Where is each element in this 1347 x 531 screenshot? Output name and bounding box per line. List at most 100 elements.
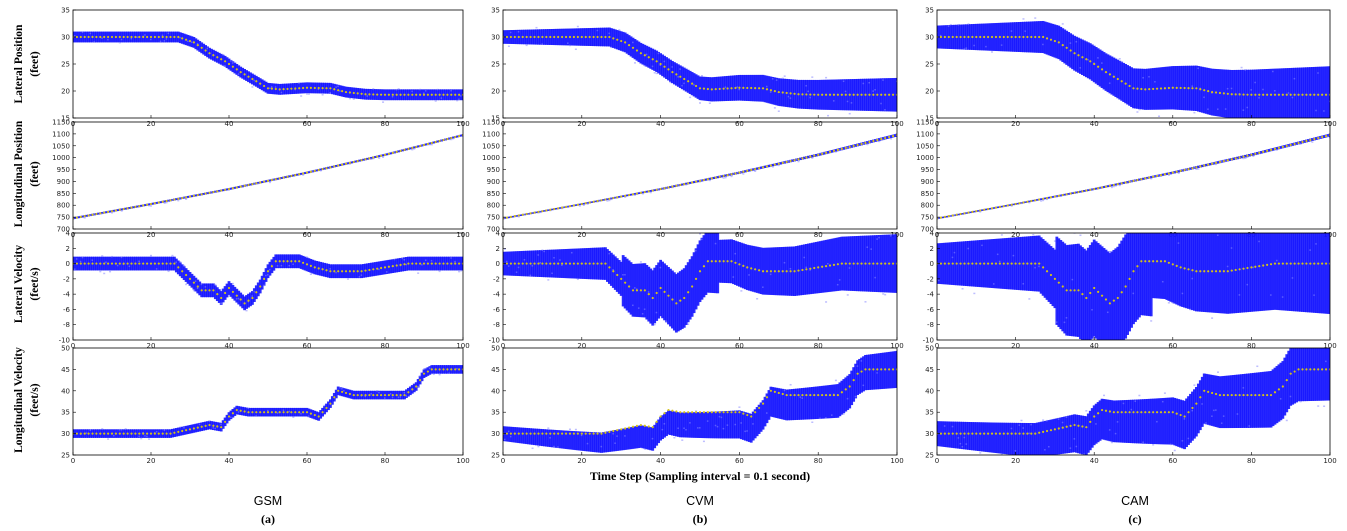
particle-outlier [450,138,453,141]
truth-point [302,411,305,414]
particle-outlier [179,426,182,429]
particle-outlier [403,392,406,394]
truth-point [1242,393,1245,397]
truth-point [75,432,78,435]
truth-point [227,187,231,191]
particle-band [806,243,810,295]
particle-band [507,30,511,44]
particle-band [611,430,615,452]
particle-outlier [559,259,562,261]
particle-band [327,82,330,94]
particle-band [451,256,455,271]
particle-band [1324,348,1328,401]
truth-point [1285,379,1288,382]
particle-band [1055,418,1059,455]
particle-band [1322,135,1326,138]
particle-outlier [827,114,830,117]
truth-point [592,35,595,39]
truth-point [828,264,832,267]
truth-point [998,205,1001,208]
truth-point [196,44,199,47]
particle-outlier [1010,427,1013,430]
truth-point [572,262,576,265]
particle-band [649,47,653,69]
truth-point [635,192,639,195]
particle-band [826,385,830,419]
truth-point [943,215,946,218]
particle-band [1318,233,1322,314]
truth-point [781,161,784,164]
y-tick-label: -10 [59,337,70,345]
truth-point [517,214,520,217]
truth-point [777,162,780,165]
particle-outlier [1329,100,1330,103]
particle-band [791,79,794,108]
particle-band [174,258,178,273]
particle-band [163,256,167,271]
truth-point [986,35,990,39]
truth-point [1042,35,1045,39]
truth-point [730,411,733,414]
particle-outlier [253,79,256,82]
particle-band [1228,233,1232,314]
truth-point [986,262,990,265]
y-tick-label: 45 [925,366,934,374]
particle-band [1153,233,1157,299]
particle-band [346,86,350,98]
truth-point [1293,93,1296,96]
particle-band [783,78,787,107]
truth-point [891,368,895,371]
particle-band [1145,398,1149,444]
particle-band [202,283,206,298]
particle-band [135,256,139,271]
x-tick-label: 40 [656,457,665,465]
particle-band [564,430,568,449]
particle-band [629,262,633,315]
truth-point [584,432,587,435]
truth-point [259,285,262,288]
particle-band [763,165,767,168]
particle-band [139,256,143,271]
y-tick-label: 15 [491,115,500,123]
particle-outlier [643,64,646,67]
particle-band [1277,68,1281,118]
particle-band [124,256,128,271]
particle-band [1145,68,1149,110]
particle-band [582,431,586,451]
particle-band [416,145,420,148]
particle-band [1043,240,1047,298]
truth-point [675,302,678,305]
particle-band [787,79,791,108]
y-tick-label: 20 [61,88,70,96]
particle-band [350,264,354,279]
x-tick-label: 0 [71,457,75,465]
particle-band [525,427,529,445]
truth-point [1191,406,1194,410]
particle-band [1118,243,1122,340]
truth-point [1120,80,1123,83]
truth-point [1104,185,1108,188]
truth-point [309,412,312,415]
truth-point [302,172,305,175]
particle-band [625,427,629,450]
particle-band [1004,205,1008,207]
truth-point [313,266,316,269]
particle-band [885,78,889,112]
particle-band [1303,67,1306,118]
truth-point [454,135,457,139]
particle-band [832,384,836,418]
particle-outlier [882,79,885,81]
particle-band [945,215,949,218]
particle-outlier [708,102,711,104]
particle-band [535,29,538,45]
particle-band [594,200,597,203]
y-tick-label: 50 [925,345,934,353]
truth-point [181,37,184,40]
particle-band [704,76,708,101]
particle-band [700,237,704,300]
truth-point [549,35,552,39]
particle-outlier [1213,162,1216,164]
row-label-longitudinal-velocity: Longitudinal Velocity [13,347,25,453]
particle-band [397,390,401,400]
